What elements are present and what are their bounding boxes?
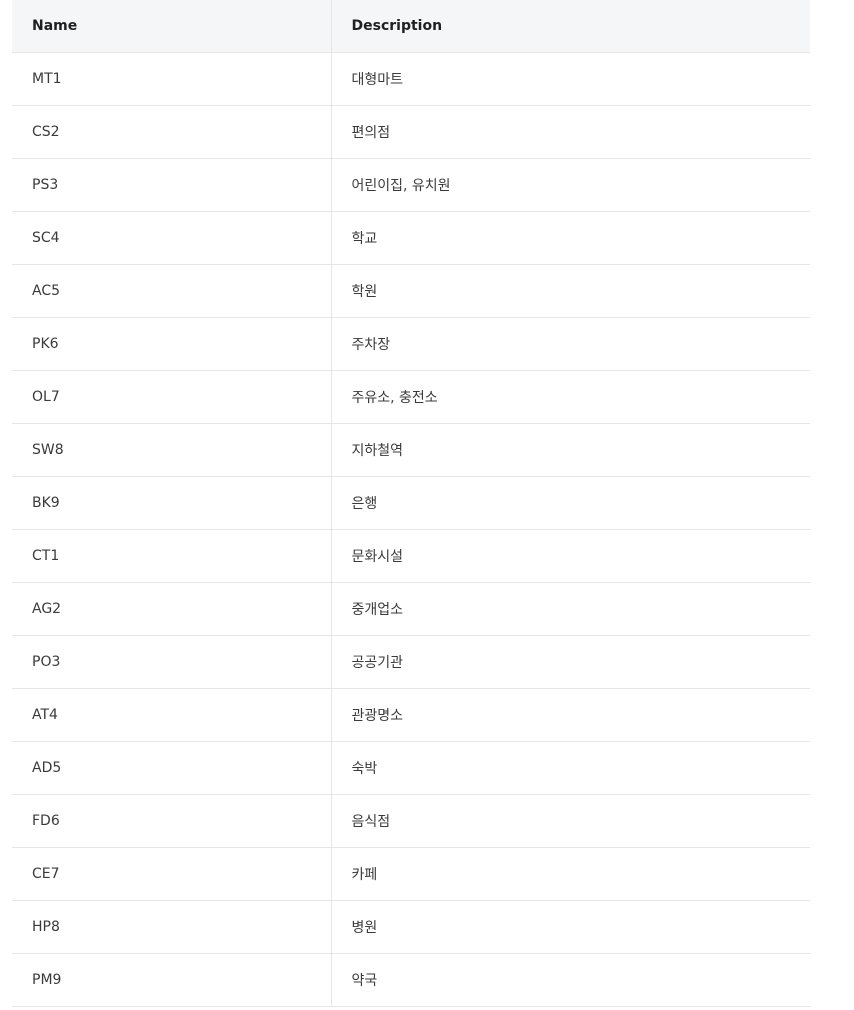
cell-name: AT4 [12,688,331,742]
cell-description: 약국 [330,953,810,1007]
cell-description: 병원 [330,900,810,954]
table-row: PO3 공공기관 [12,635,810,689]
cell-description: 편의점 [330,105,810,159]
cell-name: CT1 [12,529,331,583]
cell-name: AD5 [12,741,331,795]
cell-description: 음식점 [330,794,810,848]
cell-name: PO3 [12,635,331,689]
table-header: Name Description [12,0,810,53]
table-row: AD5 숙박 [12,741,810,795]
cell-name: PM9 [12,953,331,1007]
table-row: PS3 어린이집, 유치원 [12,158,810,212]
table-row: OL7 주유소, 충전소 [12,370,810,424]
cell-description: 공공기관 [330,635,810,689]
table-row: CS2 편의점 [12,105,810,159]
table-row: CE7 카페 [12,847,810,901]
cell-description: 주유소, 충전소 [330,370,810,424]
cell-name: HP8 [12,900,331,954]
table-row: CT1 문화시설 [12,529,810,583]
table-row: SC4 학교 [12,211,810,265]
cell-name: BK9 [12,476,331,530]
cell-name: AG2 [12,582,331,636]
cell-name: CS2 [12,105,331,159]
table-row: PK6 주차장 [12,317,810,371]
table-row: AG2 중개업소 [12,582,810,636]
cell-description: 숙박 [330,741,810,795]
cell-description: 지하철역 [330,423,810,477]
cell-name: SW8 [12,423,331,477]
cell-description: 학교 [330,211,810,265]
cell-name: AC5 [12,264,331,318]
cell-name: SC4 [12,211,331,265]
cell-name: CE7 [12,847,331,901]
table-row: PM9 약국 [12,953,810,1007]
category-code-table: Name Description MT1 대형마트 CS2 편의점 PS3 어린이집, 유… [12,0,810,1007]
table-row: MT1 대형마트 [12,52,810,106]
cell-description: 카페 [330,847,810,901]
table-row: HP8 병원 [12,900,810,954]
cell-description: 은행 [330,476,810,530]
cell-name: MT1 [12,52,331,106]
cell-description: 문화시설 [330,529,810,583]
cell-description: 학원 [330,264,810,318]
cell-description: 관광명소 [330,688,810,742]
cell-description: 중개업소 [330,582,810,636]
cell-name: PK6 [12,317,331,371]
table-body: MT1 대형마트 CS2 편의점 PS3 어린이집, 유치원 SC4 학교 AC5 학원 PK6 주차… [12,52,810,1007]
category-code-table-container: Name Description MT1 대형마트 CS2 편의점 PS3 어린이집, 유… [12,0,810,1007]
table-row: AT4 관광명소 [12,688,810,742]
cell-description: 대형마트 [330,52,810,106]
column-header-name: Name [12,0,331,53]
cell-description: 주차장 [330,317,810,371]
column-header-description: Description [330,0,810,53]
table-row: SW8 지하철역 [12,423,810,477]
cell-description: 어린이집, 유치원 [330,158,810,212]
cell-name: FD6 [12,794,331,848]
header-row: Name Description [12,0,810,53]
table-row: AC5 학원 [12,264,810,318]
table-row: BK9 은행 [12,476,810,530]
cell-name: PS3 [12,158,331,212]
cell-name: OL7 [12,370,331,424]
table-row: FD6 음식점 [12,794,810,848]
